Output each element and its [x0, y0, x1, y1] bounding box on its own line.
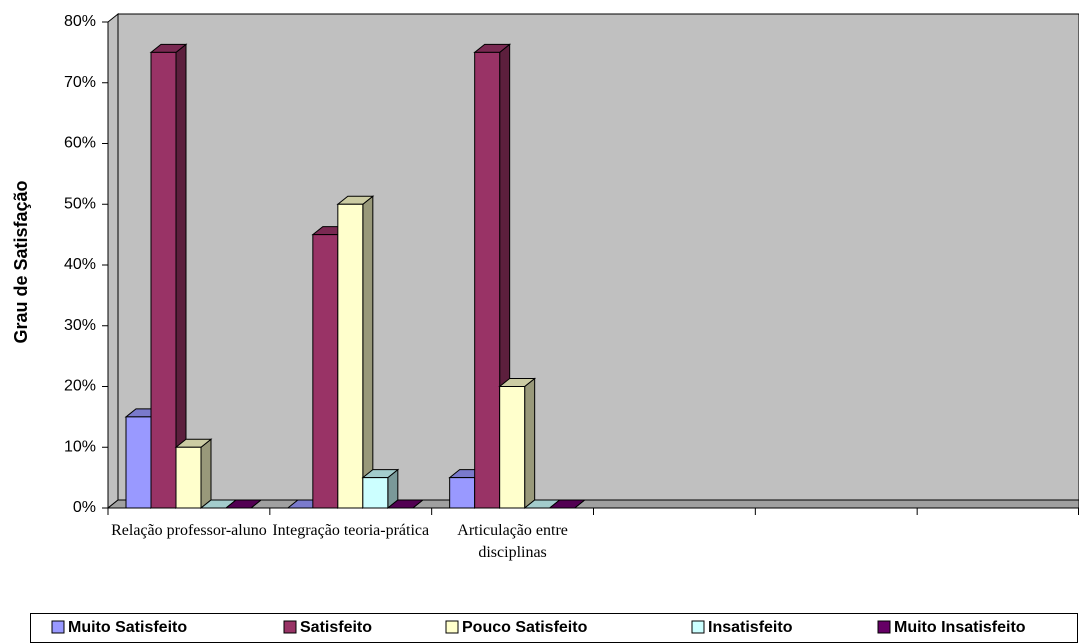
- y-tick-label: 70%: [64, 74, 96, 91]
- legend-label: Insatisfeito: [708, 619, 793, 636]
- x-tick-label-box: Integração teoria-prática: [272, 522, 430, 539]
- legend-label: Satisfeito: [300, 619, 372, 636]
- y-tick-label: 40%: [64, 256, 96, 273]
- y-tick-label: 20%: [64, 378, 96, 395]
- x-tick-label-box: Articulação entre disciplinas: [457, 522, 568, 561]
- y-tick-label: 50%: [64, 195, 96, 212]
- bar: [175, 446, 202, 509]
- bar-side: [524, 377, 536, 510]
- legend-label: Pouco Satisfeito: [462, 619, 588, 636]
- bar: [474, 51, 501, 509]
- y-tick-label: 10%: [64, 438, 96, 455]
- legend-swatch: [691, 620, 705, 634]
- y-tick-label: 0%: [73, 499, 96, 516]
- side-wall: [107, 12, 119, 510]
- legend-swatch: [51, 620, 65, 634]
- bar: [362, 477, 389, 509]
- back-wall: [117, 13, 1079, 501]
- x-tick-label: Articulação entre disciplinas: [457, 522, 568, 561]
- legend-box: [30, 613, 1078, 643]
- y-tick-label: 30%: [64, 317, 96, 334]
- bar: [150, 51, 177, 509]
- bar: [449, 477, 476, 509]
- legend-label: Muito Satisfeito: [68, 619, 187, 636]
- bar-side: [362, 195, 374, 510]
- bar: [125, 416, 152, 509]
- y-axis-label: Grau de Satisfação: [11, 180, 31, 343]
- bar-top: [386, 499, 425, 509]
- bar: [499, 386, 526, 509]
- bar-top: [224, 499, 263, 509]
- legend-label: Muito Insatisfeito: [894, 619, 1026, 636]
- y-tick-label: 80%: [64, 13, 96, 30]
- bar: [312, 234, 339, 509]
- x-tick-label: Integração teoria-prática: [272, 522, 430, 539]
- x-tick-label-box: Relação professor-aluno: [111, 522, 267, 539]
- legend-swatch: [445, 620, 459, 634]
- y-tick-label: 60%: [64, 135, 96, 152]
- bar-side: [175, 43, 187, 510]
- x-tick-label: Relação professor-aluno: [111, 522, 267, 539]
- legend-swatch: [877, 620, 891, 634]
- legend-swatch: [283, 620, 297, 634]
- bar: [337, 203, 364, 509]
- bar-side: [200, 438, 212, 510]
- bar-top: [548, 499, 587, 509]
